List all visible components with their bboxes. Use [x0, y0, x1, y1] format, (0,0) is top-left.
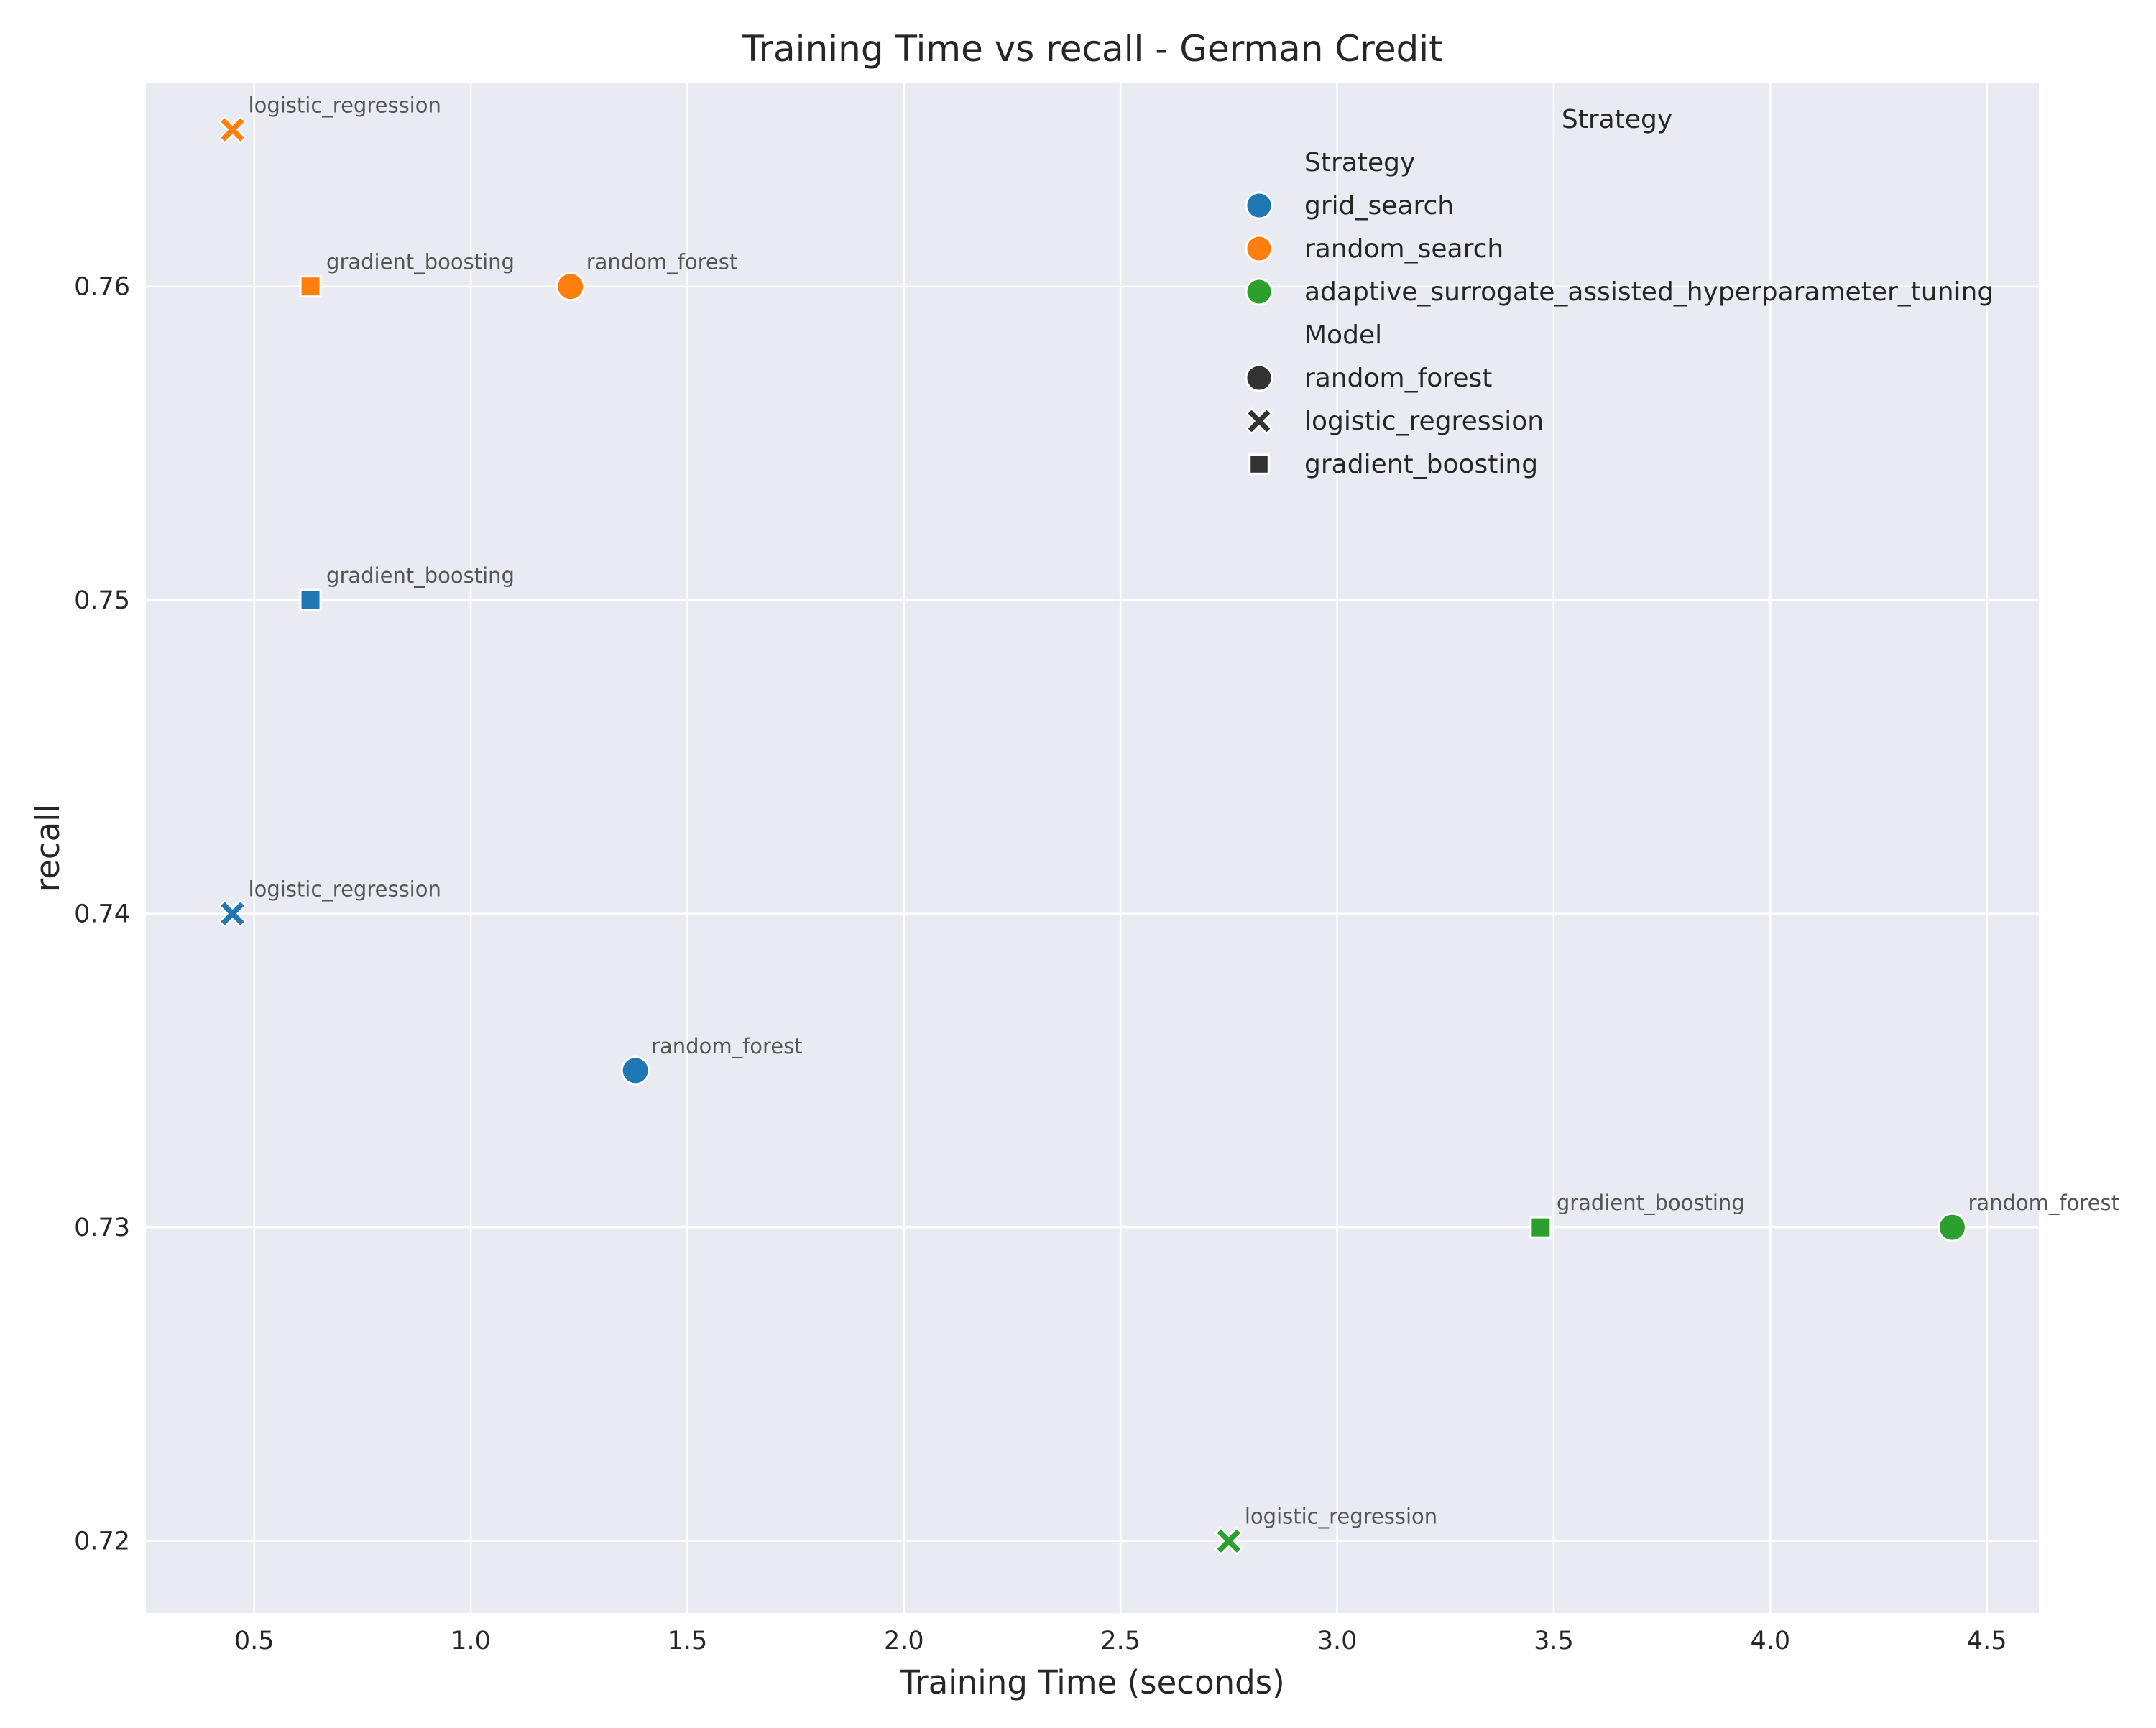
- legend-strategy-item: adaptive_surrogate_assisted_hyperparamet…: [1304, 277, 1994, 307]
- legend: Strategy Strategy grid_search random_search…: [1245, 105, 1994, 479]
- point-label: random_forest: [1968, 1191, 2119, 1215]
- legend-model-heading: Model: [1304, 320, 1382, 350]
- point-label: random_forest: [586, 250, 738, 274]
- point-label: logistic_regression: [1245, 1505, 1437, 1529]
- point-label: gradient_boosting: [326, 250, 515, 274]
- x-tick-label: 1.5: [668, 1627, 708, 1655]
- y-tick-label: 0.75: [74, 586, 130, 615]
- legend-model-item: random_forest: [1304, 364, 1492, 393]
- legend-strategy-heading: Strategy: [1304, 148, 1415, 177]
- legend-strategy-item: grid_search: [1304, 191, 1454, 221]
- point-random_search-gradient_boosting: [299, 275, 322, 298]
- point-label: random_forest: [651, 1034, 803, 1058]
- legend-strategy-item: random_search: [1304, 234, 1503, 264]
- legend-strategy-marker: [1245, 191, 1273, 220]
- point-adaptive_surrogate_assisted_hyperparameter_tuning-random_forest: [1937, 1212, 1967, 1242]
- legend-strategy-marker: [1245, 277, 1273, 306]
- y-tick-label: 0.76: [74, 273, 130, 302]
- point-labels: random_forest logistic_regression gradient…: [249, 93, 2119, 1528]
- point-grid_search-gradient_boosting: [299, 588, 322, 611]
- x-tick-label: 2.0: [884, 1627, 924, 1655]
- y-tick-label: 0.72: [74, 1528, 130, 1556]
- x-tick-label: 3.5: [1534, 1627, 1574, 1655]
- x-tick-label: 4.0: [1750, 1627, 1790, 1655]
- x-tick-label: 0.5: [234, 1627, 275, 1655]
- legend-model-item: gradient_boosting: [1304, 450, 1538, 479]
- x-axis-label: Training Time (seconds): [899, 1663, 1284, 1701]
- point-label: gradient_boosting: [326, 563, 515, 588]
- grid: [146, 83, 2039, 1613]
- point-label: logistic_regression: [249, 93, 441, 117]
- plot-area: [146, 83, 2039, 1613]
- legend-model-marker: [1245, 407, 1273, 435]
- point-grid_search-logistic_regression: [218, 899, 247, 928]
- point-grid_search-random_forest: [620, 1055, 650, 1086]
- point-label: gradient_boosting: [1557, 1191, 1745, 1215]
- point-random_search-random_forest: [556, 272, 586, 302]
- point-random_search-logistic_regression: [218, 115, 247, 144]
- legend-model-marker: [1245, 364, 1273, 392]
- x-tick-label: 2.5: [1100, 1627, 1141, 1655]
- x-tick-label: 3.0: [1317, 1627, 1358, 1655]
- legend-title: Strategy: [1562, 105, 1672, 134]
- data-points: [218, 115, 1967, 1556]
- tick-labels: 0.5 1.0 1.5 2.0 2.5 3.0 3.5 4.0 4.5 0.72 0.73 0.74 0…: [74, 273, 2007, 1655]
- point-adaptive_surrogate_assisted_hyperparameter_tuning-gradient_boosting: [1529, 1216, 1552, 1239]
- legend-strategy-marker: [1245, 234, 1273, 263]
- legend-model-marker: [1248, 453, 1270, 475]
- point-adaptive_surrogate_assisted_hyperparameter_tuning-logistic_regression: [1215, 1526, 1243, 1556]
- x-tick-label: 4.5: [1967, 1627, 2007, 1655]
- legend-model-item: logistic_regression: [1304, 407, 1544, 436]
- y-tick-label: 0.73: [74, 1214, 130, 1242]
- y-axis-label: recall: [29, 804, 67, 892]
- point-label: logistic_regression: [249, 877, 441, 902]
- chart-title: Training Time vs recall - German Credit: [741, 28, 1442, 70]
- y-tick-label: 0.74: [74, 900, 130, 929]
- x-tick-label: 1.0: [451, 1627, 491, 1655]
